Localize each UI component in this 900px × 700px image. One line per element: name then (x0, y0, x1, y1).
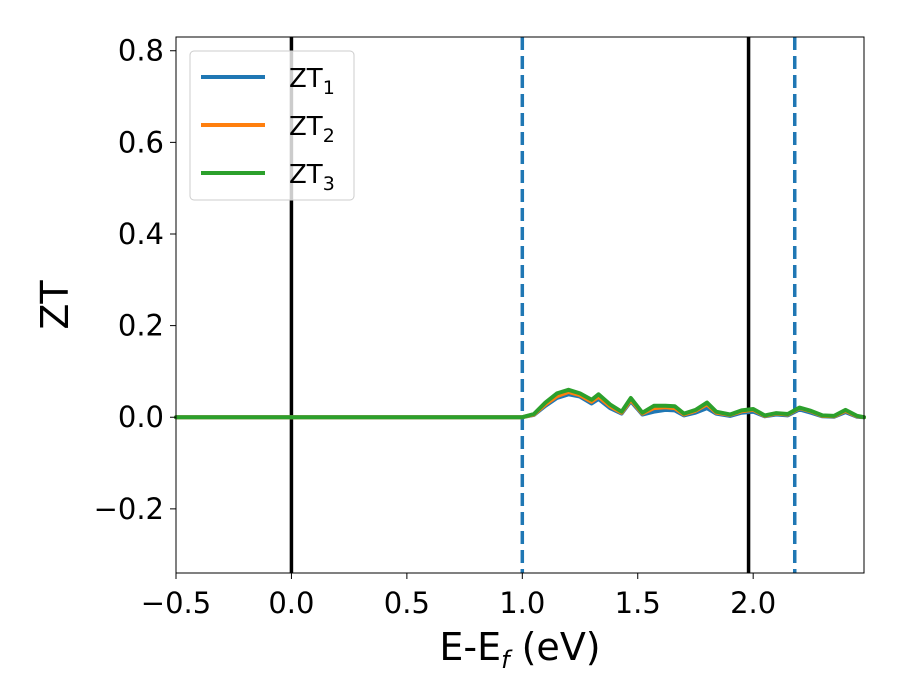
y-tick-label: 0.6 (118, 125, 164, 159)
legend: ZT1 ZT2 ZT3 (189, 50, 355, 201)
x-tick-label: 1.5 (615, 586, 661, 620)
reference-lines (289, 37, 797, 573)
legend-label-zt1: ZT1 (289, 64, 335, 99)
x-tick-label: 2.0 (730, 586, 776, 620)
x-axis-label-unit: (eV) (510, 625, 601, 669)
x-tick-label: 0.0 (268, 586, 314, 620)
x-axis-label-base: E-E (439, 625, 501, 669)
x-axis-ticks: −0.5 0.0 0.5 1.0 1.5 2.0 (141, 573, 776, 620)
legend-label-zt3: ZT3 (289, 160, 335, 195)
y-tick-label: 0.2 (118, 309, 164, 343)
legend-box (189, 50, 355, 201)
y-tick-label: −0.2 (94, 492, 164, 526)
y-axis-ticks: −0.2 0.0 0.2 0.4 0.6 0.8 (94, 34, 176, 526)
series-lines (174, 387, 866, 420)
y-tick-label: 0.4 (118, 217, 164, 251)
y-axis-label: ZT (33, 280, 77, 330)
plot-frame (175, 36, 865, 574)
x-axis-label: E-Ef (eV) (439, 625, 600, 674)
legend-label-zt2: ZT2 (289, 112, 335, 147)
x-tick-label: −0.5 (141, 586, 211, 620)
x-tick-label: 1.0 (499, 586, 545, 620)
x-tick-label: 0.5 (384, 586, 430, 620)
y-tick-label: 0.0 (118, 400, 164, 434)
series-line-zt3 (174, 387, 866, 420)
y-tick-label: 0.8 (118, 34, 164, 68)
